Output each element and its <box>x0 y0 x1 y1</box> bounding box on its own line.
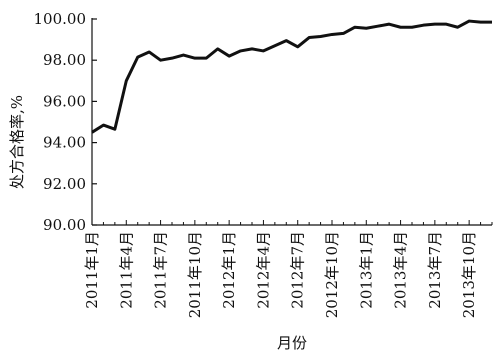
x-tick-label: 2011年10月 <box>186 231 204 318</box>
x-tick-label: 2013年1月 <box>357 231 375 309</box>
x-axis-title: 月份 <box>277 334 307 352</box>
x-tick-label: 2012年4月 <box>254 231 272 309</box>
y-tick-label: 96.00 <box>43 92 86 110</box>
x-tick-label: 2011年1月 <box>83 231 101 309</box>
x-tick-label: 2013年7月 <box>426 231 444 309</box>
y-axis-title: 处方合格率,% <box>8 95 26 189</box>
y-axis-ticks: 90.00 92.00 94.00 96.00 98.00 100.00 <box>34 10 97 234</box>
y-tick-label: 98.00 <box>43 51 86 69</box>
y-tick-label: 92.00 <box>43 175 86 193</box>
y-tick-label: 100.00 <box>34 10 87 28</box>
x-tick-label: 2011年4月 <box>117 231 135 309</box>
data-series-line <box>91 19 492 134</box>
x-tick-label: 2012年1月 <box>220 231 238 309</box>
x-tick-label: 2011年7月 <box>152 231 170 309</box>
x-tick-label: 2012年7月 <box>289 231 307 309</box>
x-tick-label: 2012年10月 <box>323 231 341 318</box>
x-axis-ticks: 2011年1月 2011年4月 2011年7月 2011年10月 2012年1月 2012… <box>83 220 493 318</box>
y-tick-label: 90.00 <box>43 216 86 234</box>
x-tick-label: 2013年4月 <box>392 231 410 309</box>
x-tick-label: 2013年10月 <box>460 231 478 318</box>
y-tick-label: 94.00 <box>43 134 86 152</box>
